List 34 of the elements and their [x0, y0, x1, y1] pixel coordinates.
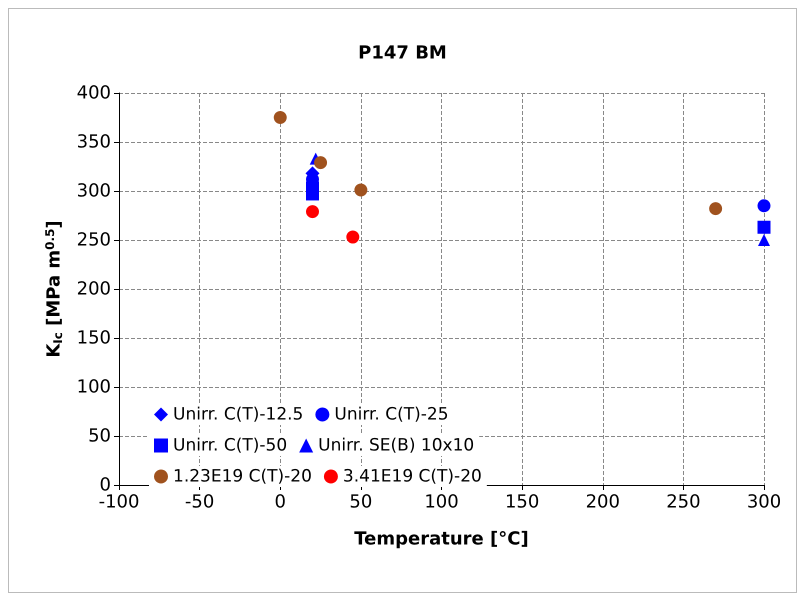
- x-axis-title: Temperature [°C]: [354, 528, 529, 550]
- x-tick-label: 300: [746, 492, 782, 512]
- y-tick-label: 350: [76, 132, 111, 152]
- point: [709, 202, 722, 216]
- legend-label: Unirr. SE(B) 10x10: [318, 436, 474, 456]
- y-tick-label: 200: [76, 278, 111, 300]
- legend-label: 1.23E19 C(T)-20: [173, 466, 312, 486]
- point: [758, 220, 770, 234]
- y-axis-title: KIc [MPa m0.5]: [43, 220, 65, 358]
- point: [758, 199, 770, 212]
- x-tick-label: 200: [586, 492, 620, 512]
- point: [314, 156, 328, 170]
- x-tick-label: 100: [424, 492, 459, 512]
- legend-label: Unirr. C(T)-12.5: [173, 404, 304, 424]
- x-tick-label: 150: [504, 492, 540, 512]
- chart-title: P147 BM: [358, 42, 447, 64]
- y-tick-label: 150: [76, 328, 111, 348]
- y-tick-label: 300: [76, 180, 111, 202]
- y-tick-label: 250: [76, 230, 111, 250]
- y-tick-label: 100: [76, 376, 111, 398]
- x-tick-label: 0: [274, 492, 286, 512]
- x-tick-label: -50: [184, 492, 214, 512]
- point: [306, 205, 319, 218]
- y-tick-label: 400: [76, 82, 111, 104]
- point: [274, 111, 287, 124]
- legend-label: 3.41E19 C(T)-20: [342, 466, 482, 486]
- legend-label: Unirr. C(T)-50: [173, 436, 288, 456]
- legend-label: Unirr. C(T)-25: [334, 404, 449, 424]
- x-tick-label: 250: [666, 492, 701, 512]
- point: [346, 230, 360, 244]
- point: [758, 234, 770, 246]
- point: [354, 184, 368, 197]
- y-tick-label: 50: [88, 426, 111, 446]
- x-tick-label: 50: [349, 492, 372, 512]
